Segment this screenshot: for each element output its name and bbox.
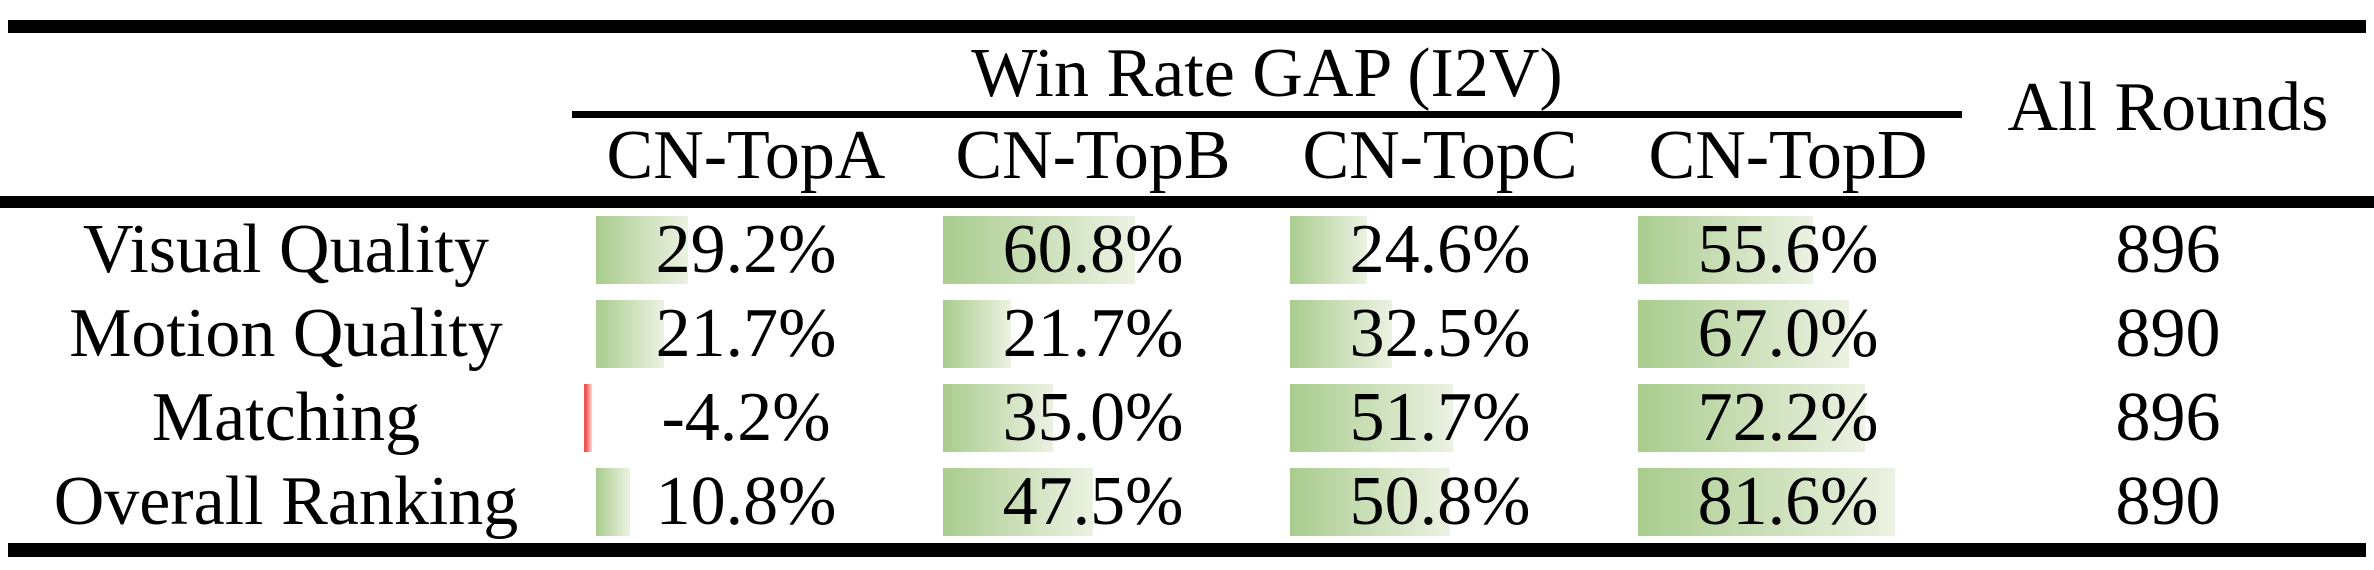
data-bar bbox=[1638, 300, 1849, 368]
data-bar bbox=[1290, 468, 1450, 536]
data-cell: 29.2% bbox=[572, 208, 920, 292]
data-bar bbox=[1290, 384, 1453, 452]
column-header-cn-topa: CN-TopA bbox=[606, 116, 886, 194]
group-header-title: Win Rate GAP (I2V) bbox=[971, 35, 1563, 112]
data-bar bbox=[1290, 216, 1367, 284]
data-bar bbox=[596, 468, 630, 536]
all-rounds-value: 896 bbox=[2115, 211, 2221, 288]
cell-value: 50.8% bbox=[1349, 463, 1531, 540]
column-header-cn-topc: CN-TopC bbox=[1302, 116, 1578, 194]
cell-value: -4.2% bbox=[661, 379, 831, 456]
data-cell: 51.7% bbox=[1266, 376, 1614, 460]
data-cell: 72.2% bbox=[1614, 376, 1962, 460]
cell-value: 72.2% bbox=[1697, 379, 1879, 456]
group-header-underline bbox=[572, 111, 1962, 118]
cell-value: 60.8% bbox=[1002, 211, 1184, 288]
data-bar-negative bbox=[584, 384, 592, 452]
table-row: Motion Quality 21.7% 21.7% 32.5% 67.0% 8… bbox=[0, 292, 2374, 376]
data-bar bbox=[596, 300, 664, 368]
cell-value: 51.7% bbox=[1349, 379, 1531, 456]
data-cell: 21.7% bbox=[919, 292, 1267, 376]
data-cell: 81.6% bbox=[1614, 460, 1962, 544]
row-label: Visual Quality bbox=[82, 211, 490, 288]
data-bar bbox=[1290, 300, 1392, 368]
table-row: Matching -4.2% 35.0% 51.7% 72.2% 896 bbox=[0, 376, 2374, 460]
data-bar bbox=[943, 468, 1093, 536]
data-cell: 32.5% bbox=[1266, 292, 1614, 376]
data-bar bbox=[1638, 468, 1895, 536]
data-bar bbox=[943, 216, 1135, 284]
column-header-cn-topd: CN-TopD bbox=[1648, 116, 1928, 194]
cell-value: 55.6% bbox=[1697, 211, 1879, 288]
data-cell: 55.6% bbox=[1614, 208, 1962, 292]
cell-value: 81.6% bbox=[1697, 463, 1879, 540]
column-header-cn-topb: CN-TopB bbox=[955, 116, 1231, 194]
column-header-all-rounds: All Rounds bbox=[2007, 69, 2329, 146]
table-top-rule bbox=[8, 20, 2366, 33]
data-cell: 10.8% bbox=[572, 460, 920, 544]
row-label: Matching bbox=[151, 379, 421, 456]
data-bar bbox=[943, 384, 1053, 452]
data-bar bbox=[596, 216, 688, 284]
data-bar bbox=[1638, 384, 1865, 452]
data-cell: 21.7% bbox=[572, 292, 920, 376]
all-rounds-value: 890 bbox=[2115, 295, 2221, 372]
cell-value: 21.7% bbox=[655, 295, 837, 372]
cell-value: 21.7% bbox=[1002, 295, 1184, 372]
table-row: Overall Ranking 10.8% 47.5% 50.8% 81.6% … bbox=[0, 460, 2374, 544]
data-cell: 60.8% bbox=[919, 208, 1267, 292]
row-label: Overall Ranking bbox=[53, 463, 519, 540]
row-label: Motion Quality bbox=[69, 295, 503, 372]
data-bar bbox=[1638, 216, 1813, 284]
all-rounds-value: 890 bbox=[2115, 463, 2221, 540]
cell-value: 47.5% bbox=[1002, 463, 1184, 540]
data-cell: 47.5% bbox=[919, 460, 1267, 544]
cell-value: 24.6% bbox=[1349, 211, 1531, 288]
data-cell: -4.2% bbox=[572, 376, 920, 460]
table-row: Visual Quality 29.2% 60.8% 24.6% 55.6% 8… bbox=[0, 208, 2374, 292]
data-bar bbox=[943, 300, 1011, 368]
data-cell: 24.6% bbox=[1266, 208, 1614, 292]
header-separator-rule bbox=[0, 196, 2374, 208]
cell-value: 67.0% bbox=[1697, 295, 1879, 372]
cell-value: 10.8% bbox=[655, 463, 837, 540]
data-cell: 35.0% bbox=[919, 376, 1267, 460]
cell-value: 29.2% bbox=[655, 211, 837, 288]
cell-value: 32.5% bbox=[1349, 295, 1531, 372]
data-cell: 50.8% bbox=[1266, 460, 1614, 544]
all-rounds-value: 896 bbox=[2115, 379, 2221, 456]
table-bottom-rule bbox=[8, 543, 2366, 557]
cell-value: 35.0% bbox=[1002, 379, 1184, 456]
data-cell: 67.0% bbox=[1614, 292, 1962, 376]
